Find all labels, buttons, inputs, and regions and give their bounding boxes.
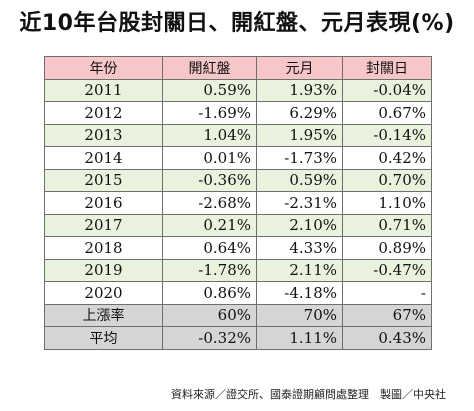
cell-first-trading-day: -0.32% [162, 326, 257, 350]
cell-label: 上漲率 [44, 303, 163, 327]
cell-first-trading-day: 60% [162, 303, 257, 327]
cell-year: 2016 [44, 191, 163, 215]
header-year: 年份 [44, 56, 163, 80]
table-row-average: 平均 -0.32% 1.11% 0.43% [44, 326, 432, 350]
table-row: 2019 -1.78% 2.11% -0.47% [44, 258, 432, 282]
cell-first-trading-day: -2.68% [162, 191, 257, 215]
table-row: 2013 1.04% 1.95% -0.14% [44, 123, 432, 147]
cell-last-trading-day: 1.10% [342, 191, 432, 215]
cell-year: 2017 [44, 213, 163, 237]
cell-last-trading-day: 0.89% [342, 236, 432, 260]
cell-last-trading-day: 67% [342, 303, 432, 327]
cell-year: 2014 [44, 146, 163, 170]
cell-last-trading-day: 0.42% [342, 146, 432, 170]
header-first-trading-day: 開紅盤 [162, 56, 257, 80]
cell-year: 2011 [44, 78, 163, 102]
table-row: 2016 -2.68% -2.31% 1.10% [44, 191, 432, 215]
cell-january: 1.95% [256, 123, 343, 147]
performance-table: 年份 開紅盤 元月 封關日 2011 0.59% 1.93% -0.04% 20… [44, 56, 432, 350]
cell-january: 6.29% [256, 101, 343, 125]
cell-first-trading-day: -1.78% [162, 258, 257, 282]
cell-year: 2013 [44, 123, 163, 147]
cell-january: 4.33% [256, 236, 343, 260]
cell-last-trading-day: -0.14% [342, 123, 432, 147]
cell-january: 70% [256, 303, 343, 327]
table-row: 2014 0.01% -1.73% 0.42% [44, 146, 432, 170]
table-row: 2011 0.59% 1.93% -0.04% [44, 78, 432, 102]
cell-first-trading-day: -1.69% [162, 101, 257, 125]
cell-last-trading-day: -0.04% [342, 78, 432, 102]
cell-label: 平均 [44, 326, 163, 350]
cell-year: 2019 [44, 258, 163, 282]
cell-year: 2015 [44, 168, 163, 192]
table-row: 2015 -0.36% 0.59% 0.70% [44, 168, 432, 192]
cell-first-trading-day: 0.86% [162, 281, 257, 305]
cell-january: 1.93% [256, 78, 343, 102]
cell-january: -2.31% [256, 191, 343, 215]
cell-first-trading-day: 0.59% [162, 78, 257, 102]
cell-last-trading-day: 0.71% [342, 213, 432, 237]
cell-first-trading-day: 1.04% [162, 123, 257, 147]
header-last-trading-day: 封關日 [342, 56, 432, 80]
table-row: 2012 -1.69% 6.29% 0.67% [44, 101, 432, 125]
table-row-rise-rate: 上漲率 60% 70% 67% [44, 303, 432, 327]
table-row: 2020 0.86% -4.18% - [44, 281, 432, 305]
cell-last-trading-day: -0.47% [342, 258, 432, 282]
cell-first-trading-day: 0.21% [162, 213, 257, 237]
table-row: 2018 0.64% 4.33% 0.89% [44, 236, 432, 260]
table-header-row: 年份 開紅盤 元月 封關日 [44, 56, 432, 80]
source-credit: 資料來源／證交所、國泰證期顧問處整理 製圖／中央社 [171, 388, 446, 401]
cell-january: 2.11% [256, 258, 343, 282]
cell-last-trading-day: - [342, 281, 432, 305]
cell-year: 2012 [44, 101, 163, 125]
cell-last-trading-day: 0.70% [342, 168, 432, 192]
table-row: 2017 0.21% 2.10% 0.71% [44, 213, 432, 237]
cell-january: 0.59% [256, 168, 343, 192]
cell-last-trading-day: 0.43% [342, 326, 432, 350]
cell-january: 2.10% [256, 213, 343, 237]
cell-first-trading-day: 0.64% [162, 236, 257, 260]
page-title: 近10年台股封關日、開紅盤、元月表現(%) [19, 11, 455, 36]
cell-january: 1.11% [256, 326, 343, 350]
cell-january: -4.18% [256, 281, 343, 305]
cell-first-trading-day: 0.01% [162, 146, 257, 170]
cell-last-trading-day: 0.67% [342, 101, 432, 125]
cell-first-trading-day: -0.36% [162, 168, 257, 192]
cell-year: 2018 [44, 236, 163, 260]
cell-january: -1.73% [256, 146, 343, 170]
header-january: 元月 [256, 56, 343, 80]
cell-year: 2020 [44, 281, 163, 305]
